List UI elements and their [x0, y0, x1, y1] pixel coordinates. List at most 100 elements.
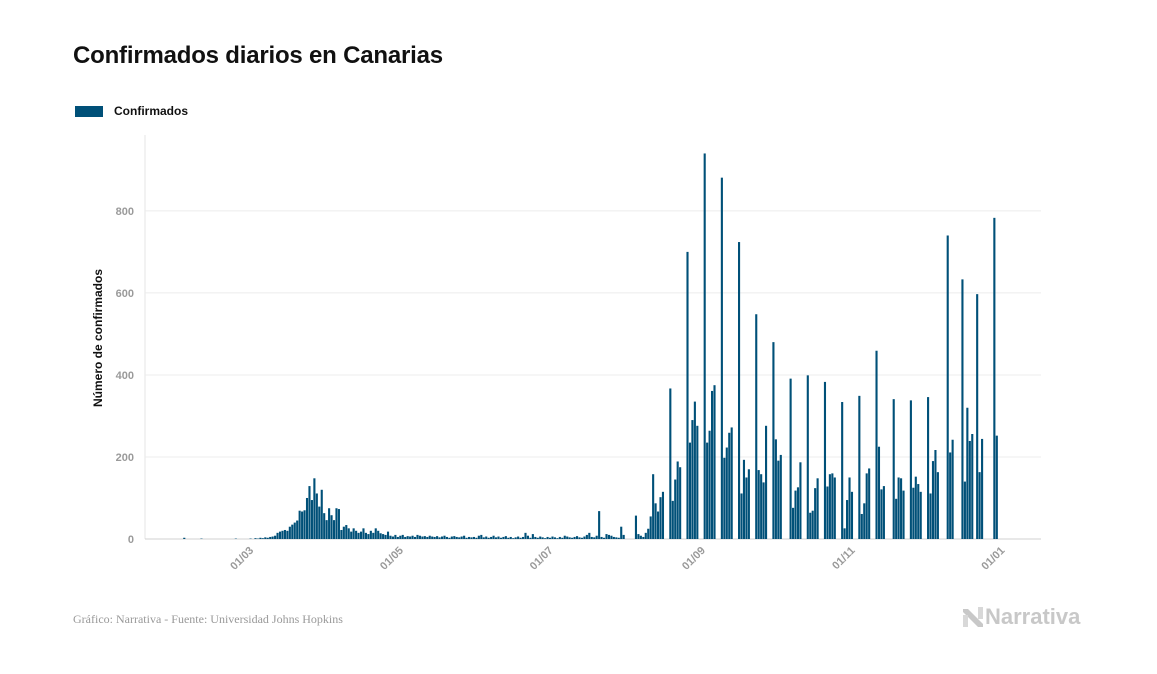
bar: [843, 528, 846, 539]
bar: [352, 528, 355, 539]
bar: [551, 536, 554, 539]
bar: [897, 477, 900, 539]
bar: [914, 476, 917, 539]
bar: [580, 537, 584, 539]
bar: [639, 535, 642, 539]
bar: [602, 537, 606, 539]
bar: [703, 153, 706, 539]
bar: [323, 513, 326, 539]
bar: [509, 536, 512, 539]
bar: [995, 435, 998, 539]
bar: [971, 434, 974, 539]
bar: [301, 511, 304, 539]
bar: [485, 536, 488, 539]
bar: [578, 537, 581, 539]
bar: [470, 537, 473, 539]
bar: [406, 536, 409, 539]
bar: [963, 481, 966, 539]
bar: [431, 536, 434, 539]
bar: [291, 524, 294, 539]
bar: [521, 536, 525, 539]
bar: [305, 497, 309, 539]
logo-text: Narrativa: [985, 604, 1081, 629]
bar: [875, 350, 878, 539]
bar: [440, 536, 444, 539]
bar: [814, 488, 817, 539]
bar: [556, 538, 559, 539]
bar: [499, 537, 502, 539]
bar: [443, 535, 446, 539]
bar: [544, 538, 547, 539]
bar: [657, 511, 660, 539]
bar: [610, 535, 613, 539]
bar: [563, 535, 566, 539]
bar: [637, 534, 640, 539]
bar: [377, 530, 380, 539]
bar: [517, 536, 520, 539]
bar: [372, 532, 375, 539]
bar: [841, 402, 844, 539]
bar: [860, 513, 863, 539]
y-tick-label: 800: [116, 206, 134, 218]
bar: [674, 479, 677, 539]
bar: [693, 401, 696, 539]
bar: [379, 533, 382, 539]
bar: [335, 508, 338, 539]
bar: [283, 529, 286, 539]
bar: [359, 531, 363, 539]
bar: [742, 459, 746, 539]
bar: [892, 399, 895, 539]
bar: [585, 534, 588, 539]
x-tick-label: 01/09: [680, 545, 708, 573]
bar: [809, 512, 812, 539]
bar: [571, 537, 574, 539]
bar: [448, 537, 451, 539]
bar: [438, 537, 441, 539]
x-tick-label: 01/07: [528, 545, 556, 573]
bar: [757, 470, 760, 539]
bar: [492, 535, 495, 539]
bar: [617, 537, 620, 539]
bar: [863, 503, 866, 539]
bar: [389, 535, 392, 539]
bar: [286, 530, 289, 539]
bar: [558, 536, 561, 539]
bar: [595, 535, 598, 539]
bar: [480, 534, 483, 539]
bar: [755, 314, 758, 539]
bar: [453, 536, 456, 539]
bar: [823, 381, 827, 539]
bar: [433, 536, 436, 539]
bar: [357, 532, 360, 539]
bar: [347, 528, 350, 539]
bar: [708, 430, 711, 539]
y-axis-label: Número de confirmados: [91, 269, 105, 407]
bar: [391, 536, 394, 539]
bar: [296, 520, 299, 539]
bar: [649, 516, 652, 539]
bar: [981, 438, 984, 539]
bar: [931, 461, 935, 539]
bar: [620, 526, 623, 539]
bar: [799, 462, 802, 539]
bar: [524, 532, 527, 539]
bar: [978, 472, 981, 539]
bar: [634, 515, 638, 539]
bar: [711, 390, 714, 539]
bar: [512, 538, 515, 539]
bar: [362, 528, 365, 539]
bar: [507, 537, 510, 539]
bar: [266, 537, 269, 539]
bar: [654, 503, 657, 539]
bar: [760, 474, 763, 539]
bar: [332, 520, 336, 539]
bar: [902, 490, 905, 539]
bar: [794, 490, 797, 539]
bar: [725, 447, 728, 539]
bar: [445, 536, 448, 539]
bar: [261, 538, 264, 539]
bar: [514, 537, 517, 539]
bar: [772, 342, 775, 539]
bar: [946, 235, 949, 540]
bar: [308, 486, 311, 539]
